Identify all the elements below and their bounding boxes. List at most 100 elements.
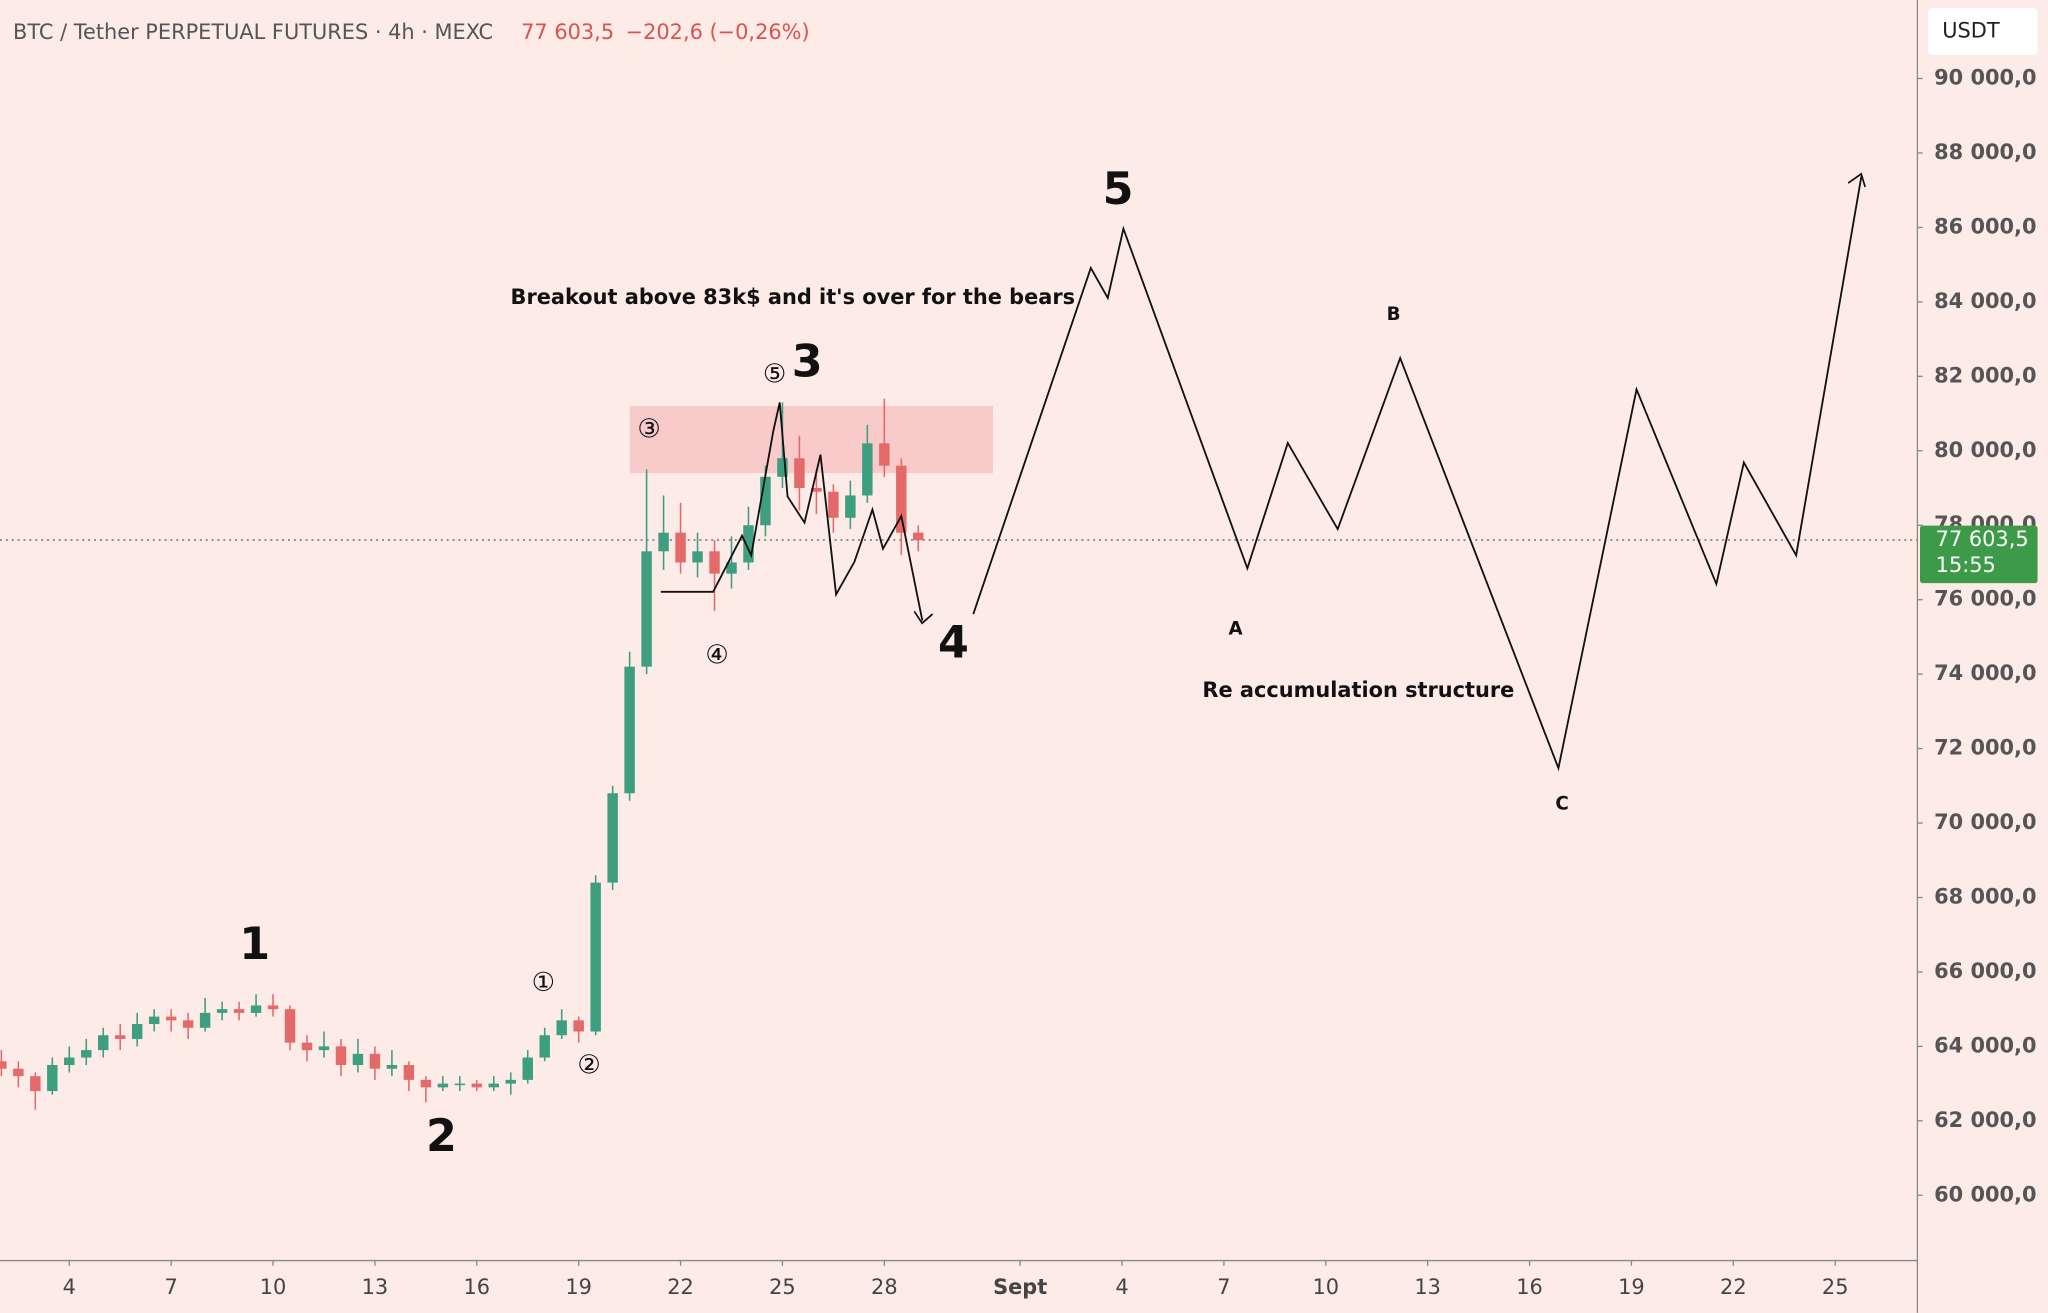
candle-body <box>641 551 652 667</box>
countdown-label: 15:55 <box>1936 553 1996 577</box>
candle-body <box>233 1009 245 1013</box>
candle-body <box>98 1035 109 1051</box>
candle-body <box>0 1061 7 1069</box>
candle-body <box>250 1005 262 1013</box>
candle-body <box>709 551 720 574</box>
candle-body <box>607 793 618 883</box>
candle-body <box>13 1068 24 1077</box>
candle-body <box>352 1053 364 1066</box>
candle-body <box>386 1065 398 1069</box>
annotation: B <box>1387 304 1401 325</box>
currency-button[interactable] <box>1927 8 2038 56</box>
x-tick-label: 4 <box>1115 1275 1128 1299</box>
candle-body <box>335 1046 347 1066</box>
candle-body <box>437 1083 449 1088</box>
candle-body <box>794 458 805 489</box>
x-tick-label: 4 <box>63 1275 76 1299</box>
candle-body <box>539 1035 550 1058</box>
annotation: 3 <box>792 337 823 388</box>
x-tick-label: 25 <box>769 1275 796 1299</box>
candle-body <box>301 1042 313 1051</box>
header-change: −202,6 (−0,26%) <box>626 20 810 44</box>
candle-body <box>454 1083 466 1086</box>
candle-body <box>420 1079 432 1088</box>
y-tick-label: 80 000,0 <box>1934 438 2036 462</box>
candle-body <box>896 465 907 533</box>
annotation: ④ <box>705 640 728 670</box>
annotation: Re accumulation structure <box>1202 678 1514 702</box>
x-tick-label: 13 <box>362 1275 389 1299</box>
x-tick-label: 19 <box>565 1275 592 1299</box>
candle-body <box>284 1009 296 1043</box>
x-tick-label: 13 <box>1414 1275 1441 1299</box>
annotation: 5 <box>1103 164 1134 215</box>
x-tick-label: 19 <box>1618 1275 1645 1299</box>
candle-body <box>811 488 822 492</box>
candle-body <box>182 1020 194 1028</box>
candle-body <box>505 1079 516 1084</box>
arrow-head <box>913 610 934 625</box>
candle-body <box>590 882 601 1032</box>
candle-body <box>658 532 669 552</box>
candle-body <box>318 1046 330 1051</box>
y-tick-label: 64 000,0 <box>1934 1033 2036 1057</box>
projection-path <box>972 176 1863 772</box>
annotation: ③ <box>637 414 660 444</box>
annotation: Breakout above 83k$ and it's over for th… <box>511 285 1076 309</box>
candle-body <box>131 1024 143 1039</box>
x-tick-label: 10 <box>260 1275 287 1299</box>
candle-body <box>267 1005 279 1010</box>
last-price-box <box>1920 525 2038 584</box>
x-tick-label: 7 <box>1217 1275 1230 1299</box>
y-tick-label: 70 000,0 <box>1934 810 2036 834</box>
candle-body <box>913 532 924 541</box>
y-tick-label: 88 000,0 <box>1934 140 2036 164</box>
candle-body <box>624 666 635 794</box>
currency-label[interactable]: USDT <box>1942 19 2000 43</box>
x-tick-label: 10 <box>1313 1275 1340 1299</box>
candle-body <box>199 1012 211 1028</box>
candle-body <box>828 491 839 518</box>
candle-body <box>369 1053 381 1069</box>
candle-body <box>165 1016 177 1021</box>
annotation: 4 <box>938 617 969 668</box>
candle-body <box>675 532 686 563</box>
projection-path <box>660 402 924 621</box>
annotation: 1 <box>239 919 270 970</box>
annotation: 2 <box>426 1111 457 1162</box>
last-price-label: 77 603,5 <box>1936 527 2029 551</box>
resistance-zone <box>629 406 993 474</box>
candle-body <box>556 1020 567 1036</box>
candle-body <box>471 1083 483 1088</box>
y-tick-label: 60 000,0 <box>1934 1182 2036 1206</box>
annotation: A <box>1229 619 1244 640</box>
y-tick-label: 82 000,0 <box>1934 363 2036 387</box>
candle-body <box>879 443 890 466</box>
candle-body <box>522 1057 533 1080</box>
candle-body <box>216 1009 228 1013</box>
candle-body <box>777 458 788 477</box>
y-tick-label: 84 000,0 <box>1934 289 2036 313</box>
candle-body <box>726 562 737 574</box>
annotation: ② <box>577 1050 600 1080</box>
y-tick-label: 76 000,0 <box>1934 587 2036 611</box>
candle-body <box>743 525 754 563</box>
plot-area <box>0 176 1918 1110</box>
candle-body <box>47 1065 58 1092</box>
x-tick-label: 25 <box>1822 1275 1849 1299</box>
x-tick-label: Sept <box>993 1275 1047 1299</box>
candle-body <box>114 1035 126 1039</box>
candle-body <box>862 443 873 496</box>
candle-body <box>30 1076 41 1092</box>
annotation: ⑤ <box>763 360 786 390</box>
y-tick-label: 66 000,0 <box>1934 959 2036 983</box>
symbol-title: BTC / Tether PERPETUAL FUTURES · 4h · ME… <box>13 20 493 44</box>
candle-body <box>760 476 771 526</box>
x-tick-label: 16 <box>1516 1275 1543 1299</box>
candle-body <box>845 495 856 518</box>
y-tick-label: 62 000,0 <box>1934 1108 2036 1132</box>
y-tick-label: 74 000,0 <box>1934 661 2036 685</box>
